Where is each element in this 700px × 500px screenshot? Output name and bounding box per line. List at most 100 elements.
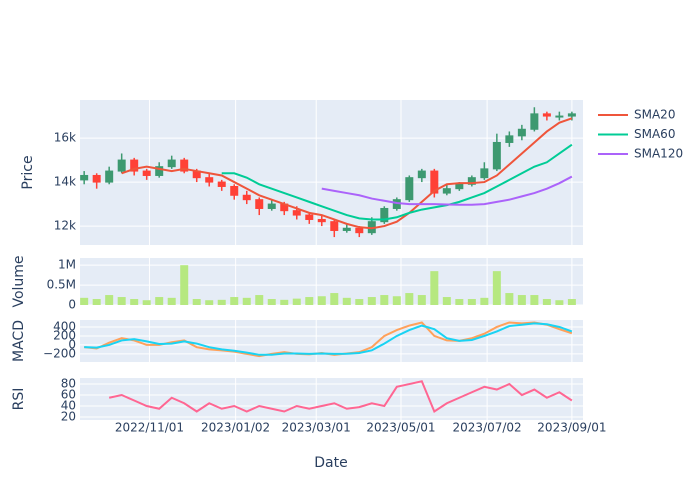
candle-body	[567, 113, 576, 117]
volume-bar	[567, 299, 576, 305]
volume-bar	[92, 299, 101, 305]
candle-body	[242, 194, 251, 201]
volume-bar	[117, 297, 126, 305]
y-tick-label: 12k	[54, 219, 76, 233]
candle-body	[167, 159, 176, 168]
line-series	[84, 322, 573, 356]
volume-bar	[505, 293, 514, 305]
volume-bar	[517, 295, 526, 305]
candle-body	[405, 177, 414, 201]
volume-bar	[255, 295, 264, 305]
candle-body	[180, 159, 189, 172]
volume-bar	[530, 295, 539, 305]
volume-bar	[367, 297, 376, 305]
candle-body	[555, 115, 564, 118]
volume-bar	[242, 297, 251, 305]
volume-bar	[330, 293, 339, 305]
volume-bar	[230, 297, 239, 305]
line-series	[121, 117, 573, 230]
volume-bar	[142, 300, 151, 305]
volume-bar	[167, 297, 176, 305]
volume-bar	[380, 295, 389, 305]
candle-body	[380, 207, 389, 223]
candle-body	[105, 170, 114, 183]
y-tick-label: −200	[43, 346, 76, 360]
y-tick-label: 80	[61, 377, 76, 391]
legend-label: SMA20	[634, 108, 675, 122]
candle-body	[430, 170, 439, 194]
x-axis-title: Date	[314, 455, 347, 471]
candle-body	[442, 188, 451, 194]
y-tick-label: 1M	[58, 258, 76, 272]
candle-body	[492, 141, 501, 170]
y-tick-label: 400	[53, 319, 76, 333]
volume-bar	[192, 299, 201, 305]
legend-label: SMA120	[634, 147, 683, 161]
candle-body	[92, 174, 101, 183]
volume-bar	[180, 265, 189, 305]
y-tick-label: 40	[61, 399, 76, 413]
volume-bar	[80, 297, 89, 305]
volume-bar	[480, 297, 489, 305]
candle-body	[480, 168, 489, 179]
line-series	[108, 380, 573, 413]
candle-body	[542, 113, 551, 117]
volume-bar	[217, 299, 226, 305]
candle-body	[230, 185, 239, 196]
candle-body	[342, 227, 351, 231]
candle-body	[292, 210, 301, 216]
y-tick-label: 0.5M	[47, 278, 76, 292]
volume-bar	[417, 295, 426, 305]
volume-bar	[280, 299, 289, 305]
volume-bar	[267, 299, 276, 305]
candle-body	[517, 128, 526, 137]
x-tick-label: 2023/09/01	[537, 421, 606, 435]
candle-body	[142, 170, 151, 176]
volume-bar	[317, 296, 326, 305]
y-tick-label: 200	[53, 328, 76, 342]
volume-bar	[292, 298, 301, 305]
y-axis-title: Price	[20, 155, 36, 189]
volume-bar	[555, 300, 564, 305]
candle-body	[455, 183, 464, 190]
candle-body	[305, 214, 314, 220]
volume-bar	[455, 299, 464, 305]
y-tick-label: 0	[68, 298, 76, 312]
volume-bar	[305, 297, 314, 305]
candle-body	[117, 159, 126, 172]
candle-body	[317, 218, 326, 223]
line-series	[321, 175, 573, 206]
line-series	[221, 143, 573, 221]
candle-body	[205, 177, 214, 183]
y-tick-label: 20	[61, 409, 76, 423]
candle-body	[355, 227, 364, 234]
candle-body	[217, 181, 226, 187]
x-tick-label: 2023/05/01	[366, 421, 435, 435]
volume-bar	[492, 271, 501, 305]
volume-bar	[342, 297, 351, 305]
volume-bar	[155, 297, 164, 305]
candle-body	[255, 199, 264, 209]
candle-body	[267, 203, 276, 209]
y-axis-title: MACD	[11, 320, 27, 362]
legend-label: SMA60	[634, 127, 675, 141]
volume-bar	[205, 300, 214, 305]
volume-bar	[130, 299, 139, 305]
y-tick-label: 0	[68, 337, 76, 351]
plot-background	[80, 378, 583, 420]
y-axis-title: RSI	[11, 388, 27, 411]
candle-body	[80, 174, 89, 181]
x-tick-label: 2023/01/02	[201, 421, 270, 435]
candle-body	[155, 166, 164, 176]
x-tick-label: 2023/07/02	[453, 421, 522, 435]
x-tick-label: 2023/03/01	[282, 421, 351, 435]
volume-bar	[467, 299, 476, 305]
volume-bar	[392, 296, 401, 305]
volume-bar	[355, 299, 364, 305]
y-axis-title: Volume	[11, 255, 27, 307]
candle-body	[505, 135, 514, 143]
candle-body	[467, 177, 476, 185]
candle-body	[530, 113, 539, 130]
